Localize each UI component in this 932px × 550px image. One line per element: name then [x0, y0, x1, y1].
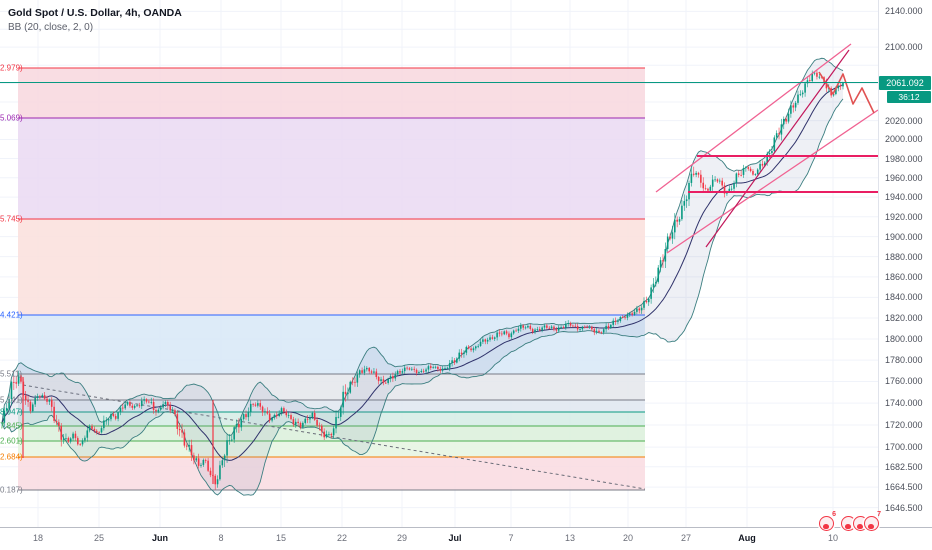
fib-level-label: 8.947): [0, 407, 23, 417]
idea-marker-icon: [857, 524, 863, 529]
time-axis[interactable]: 18 25 Jun 8 15 22 29 Jul 7 13 20 27 Aug 10: [0, 527, 932, 550]
idea-marker[interactable]: 6: [819, 511, 836, 531]
fib-level-label: 5.141): [0, 395, 23, 405]
time-axis-label: 13: [564, 533, 576, 543]
price-axis-label: 1646.500: [885, 502, 923, 513]
price-axis-label: 2020.000: [885, 115, 923, 126]
fib-level-label: 5.069): [0, 113, 23, 123]
price-axis-label: 1900.000: [885, 231, 923, 242]
price-axis-label: 1960.000: [885, 172, 923, 183]
last-price-badge: 2061.092: [879, 75, 931, 90]
time-axis-label: 22: [336, 533, 348, 543]
time-axis-label: 25: [93, 533, 105, 543]
time-axis-label: Aug: [738, 533, 756, 543]
price-axis-label: 1920.000: [885, 211, 923, 222]
time-axis-label: 7: [508, 533, 514, 543]
time-axis-label: 15: [275, 533, 287, 543]
price-axis-label: 1820.000: [885, 313, 923, 324]
price-axis-label: 1720.000: [885, 419, 923, 430]
fib-level-label: 4.421): [0, 310, 23, 320]
time-axis-label: 29: [396, 533, 408, 543]
price-axis-label: 1740.000: [885, 398, 923, 409]
price-axis-label: 1980.000: [885, 153, 923, 164]
fib-level-label: 0.187): [0, 485, 23, 495]
idea-marker-count: 7: [877, 511, 881, 518]
time-axis-label: 18: [32, 533, 44, 543]
idea-marker[interactable]: 7: [864, 511, 881, 531]
idea-marker-icon: [823, 524, 829, 529]
idea-marker-count: 6: [832, 511, 836, 518]
time-axis-label: Jun: [151, 533, 169, 543]
symbol-title[interactable]: Gold Spot / U.S. Dollar, 4h, OANDA: [8, 7, 182, 19]
fib-level-label: 2.601): [0, 436, 23, 446]
price-axis-label: 1760.000: [885, 376, 923, 387]
time-axis-label: 27: [680, 533, 692, 543]
price-axis-label: 1780.000: [885, 355, 923, 366]
price-axis-label: 1682.500: [885, 461, 923, 472]
indicator-label[interactable]: BB (20, close, 2, 0): [8, 22, 94, 33]
price-axis-label: 1840.000: [885, 292, 923, 303]
price-axis-label: 1800.000: [885, 333, 923, 344]
price-axis-label: 2100.000: [885, 42, 923, 53]
price-axis-label: 2140.000: [885, 6, 923, 17]
fib-level-label: 2.684): [0, 452, 23, 462]
price-axis-label: 1664.500: [885, 482, 923, 493]
price-axis-label: 1940.000: [885, 192, 923, 203]
fib-level-label: 5.745): [0, 214, 23, 224]
bar-countdown-badge: 36:12: [887, 90, 931, 103]
idea-marker-icon: [868, 524, 874, 529]
fib-level-label: 7.845): [0, 421, 23, 431]
fib-level-label: 2.979): [0, 63, 23, 73]
price-axis-label: 1700.000: [885, 442, 923, 453]
time-axis-label: 10: [827, 533, 839, 543]
chart-legend[interactable]: Gold Spot / U.S. Dollar, 4h, OANDA BB (2…: [8, 6, 182, 35]
price-axis-label: 1880.000: [885, 251, 923, 262]
time-axis-label: Jul: [448, 533, 462, 543]
price-axis-label: 1860.000: [885, 271, 923, 282]
time-axis-label: 8: [218, 533, 224, 543]
fib-level-label: 5.511): [0, 369, 23, 379]
time-axis-label: 20: [622, 533, 634, 543]
idea-marker-icon: [845, 524, 851, 529]
price-axis-label: 2000.000: [885, 134, 923, 145]
